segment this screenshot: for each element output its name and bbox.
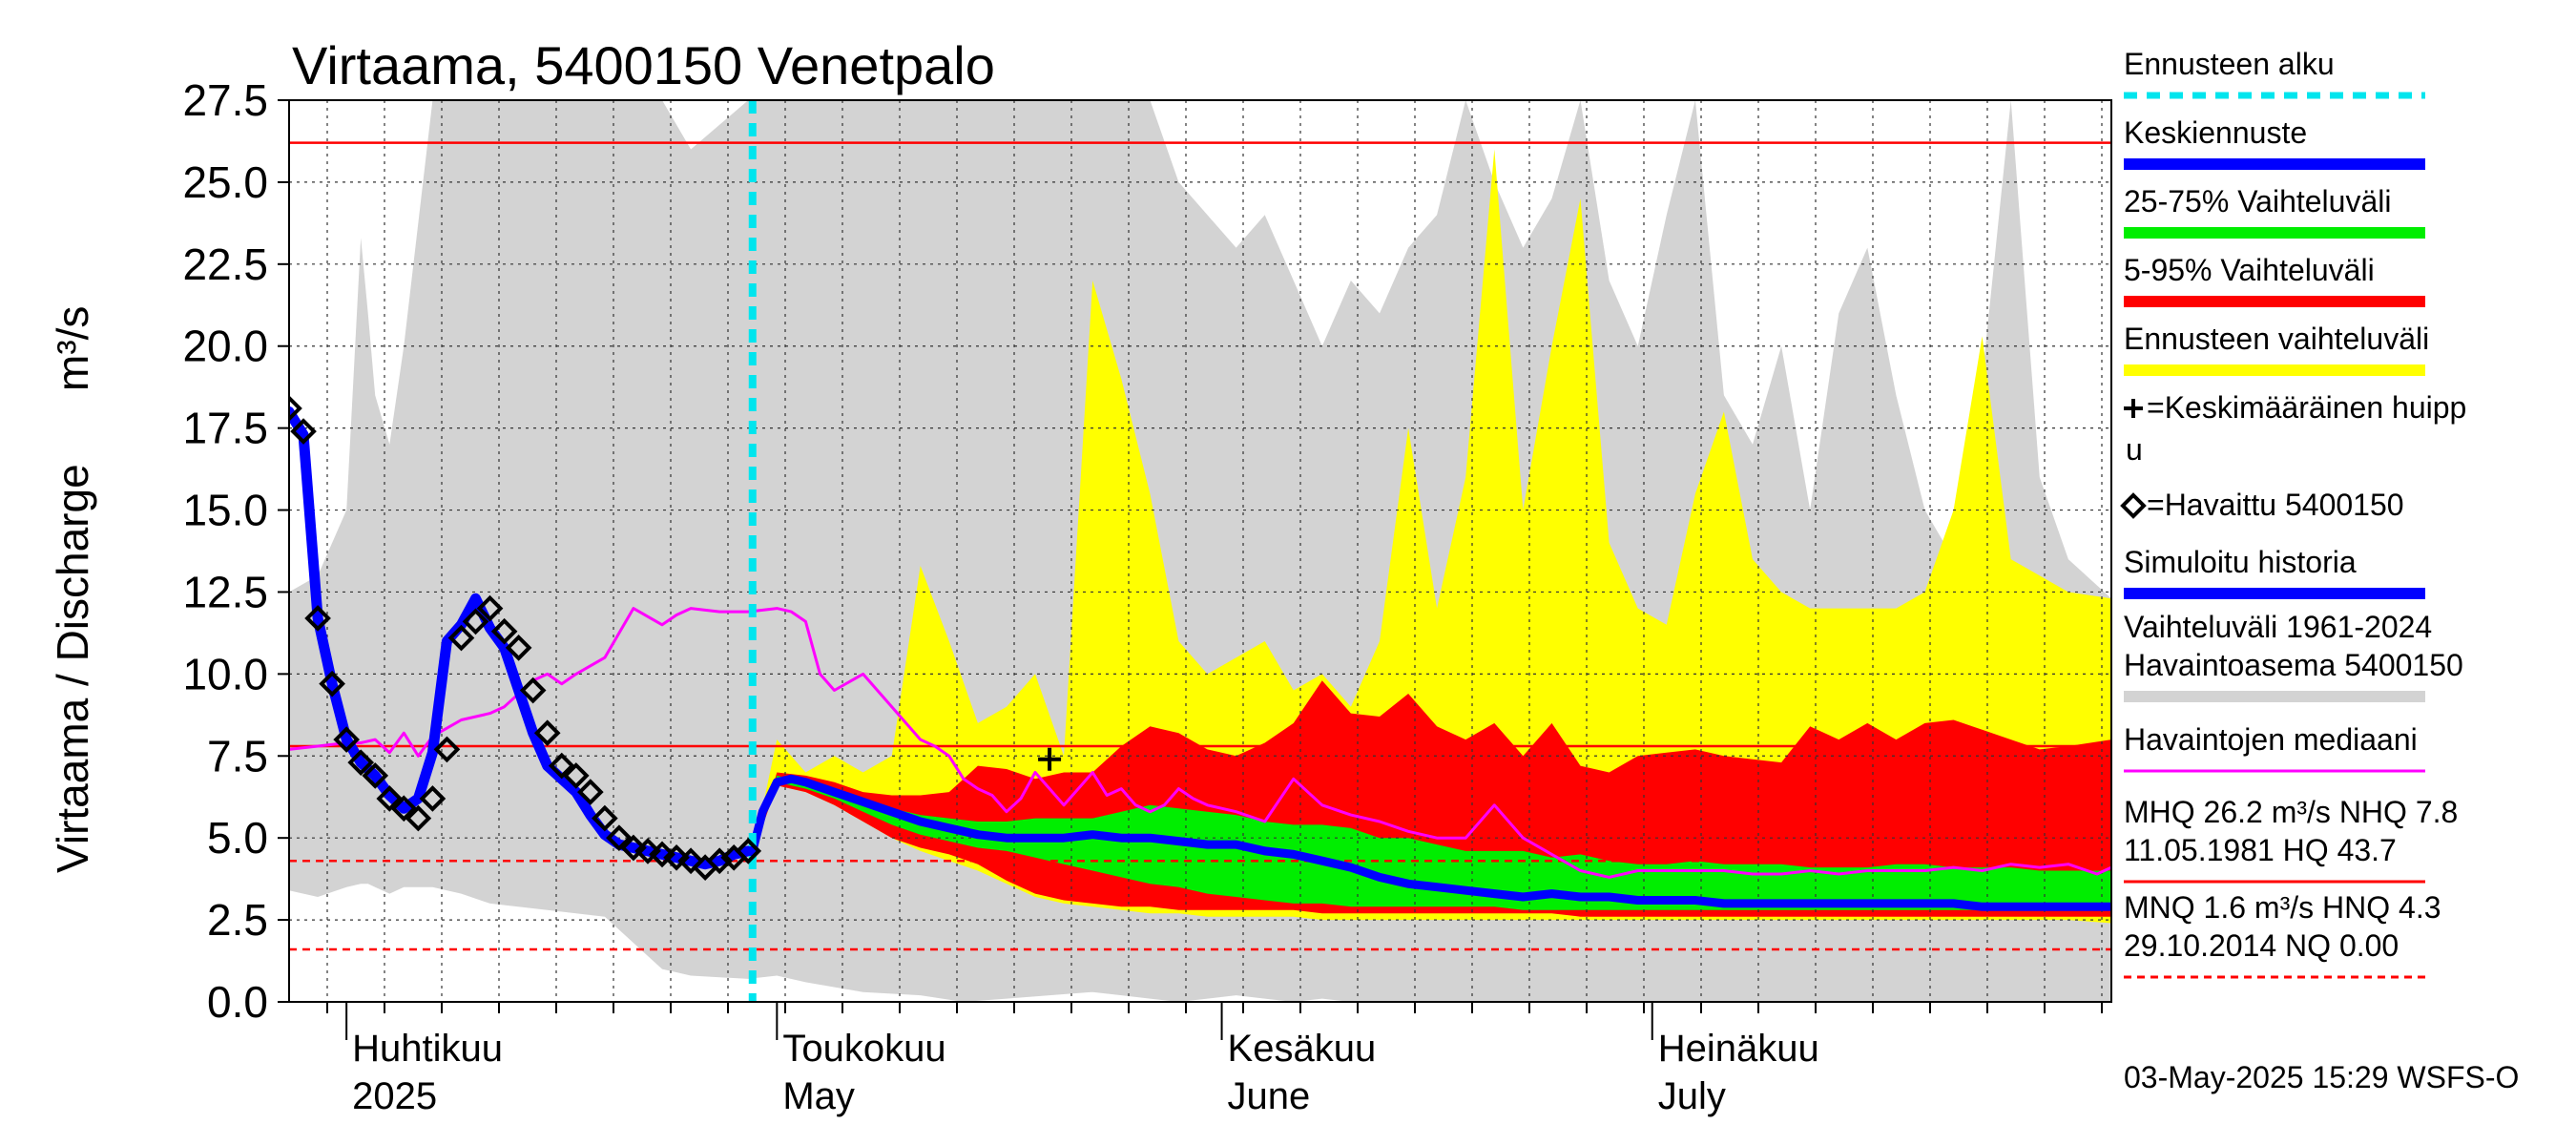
- observed-point: [519, 677, 547, 704]
- observed-point: [376, 785, 404, 812]
- month-label-en: July: [1658, 1075, 1726, 1117]
- legend-item: Simuloitu historia: [2124, 545, 2425, 599]
- band-25-75: [752, 775, 2111, 910]
- y-tick-label: 22.5: [182, 239, 268, 289]
- observed-point: [447, 624, 475, 652]
- observed-point: [319, 670, 345, 697]
- observed-point: [433, 736, 461, 763]
- y-tick-label: 12.5: [182, 567, 268, 616]
- legend-label: 25-75% Vaihteluväli: [2124, 184, 2391, 219]
- legend-label: Ennusteen vaihteluväli: [2124, 322, 2429, 356]
- legend-item: Ennusteen alku: [2124, 47, 2425, 99]
- legend-label-2: u: [2126, 432, 2143, 467]
- observed-point: [663, 843, 690, 871]
- month-label-fi: Heinäkuu: [1658, 1028, 1819, 1070]
- legend-plus-icon: [2124, 399, 2143, 418]
- legend-item: Ennusteen vaihteluväli: [2124, 322, 2429, 376]
- month-label-en: 2025: [352, 1075, 437, 1117]
- month-label-fi: Huhtikuu: [352, 1028, 503, 1070]
- y-tick-label: 25.0: [182, 157, 268, 207]
- observed-point: [362, 762, 389, 789]
- month-label-en: June: [1228, 1075, 1311, 1117]
- legend-item: =Havaittu 5400150: [2120, 488, 2404, 522]
- y-axis-label: Virtaama / Discharge: [48, 464, 97, 873]
- legend-item: Keskiennuste: [2124, 115, 2425, 170]
- observed-point: [576, 779, 604, 805]
- legend-label-2: Havaintoasema 5400150: [2124, 648, 2463, 682]
- legend-label: 5-95% Vaihteluväli: [2124, 253, 2375, 287]
- observed-point: [634, 838, 661, 864]
- observed-point: [706, 847, 734, 875]
- y-tick-label: 17.5: [182, 404, 268, 453]
- legend-item: Havaintojen mediaani: [2124, 722, 2425, 773]
- y-tick-label: 2.5: [207, 895, 268, 945]
- y-tick-label: 7.5: [207, 731, 268, 781]
- observed-point: [462, 608, 489, 635]
- y-tick-label: 15.0: [182, 486, 268, 535]
- median-line: [289, 607, 2111, 879]
- legend-item: MNQ 1.6 m³/s HNQ 4.329.10.2014 NQ 0.00: [2124, 890, 2441, 979]
- plot-frame: [288, 99, 2112, 1003]
- plot-clip-group: [289, 100, 2111, 1002]
- legend-label: MHQ 26.2 m³/s NHQ 7.8: [2124, 795, 2458, 829]
- plot-area: [289, 100, 2111, 1002]
- legend-label: MNQ 1.6 m³/s HNQ 4.3: [2124, 890, 2441, 925]
- observed-point: [289, 395, 302, 422]
- observed-point: [735, 838, 762, 864]
- forecast-range-band: [752, 149, 2111, 924]
- legend-item: 5-95% Vaihteluväli: [2124, 253, 2425, 307]
- legend-label: Havaintojen mediaani: [2124, 722, 2418, 757]
- legend-label: Ennusteen alku: [2124, 47, 2335, 81]
- timestamp-footer: 03-May-2025 15:29 WSFS-O: [2124, 1060, 2519, 1094]
- observed-point: [419, 785, 447, 812]
- legend-diamond-icon: [2120, 492, 2147, 519]
- observed-point: [505, 635, 532, 661]
- grid: [289, 100, 2111, 1002]
- mean-forecast-line: [748, 774, 2111, 911]
- observed-point: [390, 795, 418, 822]
- observed-point: [290, 418, 317, 445]
- y-tick-label: 5.0: [207, 813, 268, 863]
- observed-point: [490, 617, 518, 645]
- legend-label-2: 11.05.1981 HQ 43.7: [2124, 833, 2397, 867]
- observed-point: [405, 804, 432, 832]
- legend: Ennusteen alku Keskiennuste 25-75% Vaihtel…: [2120, 47, 2466, 979]
- chart-title: Virtaama, 5400150 Venetpalo: [292, 35, 995, 95]
- legend-label-2: 29.10.2014 NQ 0.00: [2124, 928, 2399, 963]
- month-label-en: May: [782, 1075, 855, 1117]
- observed-point: [592, 804, 618, 832]
- observed-point: [333, 726, 360, 753]
- y-tick-label: 10.0: [182, 649, 268, 698]
- y-axis-unit: m³/s: [48, 306, 97, 391]
- observed-point: [304, 605, 331, 632]
- observed-point: [606, 824, 633, 852]
- legend-label: Vaihteluväli 1961-2024: [2124, 610, 2432, 644]
- legend-label: =Havaittu 5400150: [2147, 488, 2404, 522]
- y-tick-label: 0.0: [207, 977, 268, 1027]
- month-label-fi: Toukokuu: [782, 1028, 945, 1070]
- observed-point: [548, 752, 575, 780]
- month-label-fi: Kesäkuu: [1228, 1028, 1377, 1070]
- legend-item: Vaihteluväli 1961-2024 Havaintoasema 540…: [2124, 610, 2463, 702]
- y-tick-label: 27.5: [182, 75, 268, 125]
- observed-point: [620, 834, 647, 862]
- legend-item: MHQ 26.2 m³/s NHQ 7.8 11.05.1981 HQ 43.7: [2124, 795, 2458, 884]
- legend-label: Simuloitu historia: [2124, 545, 2357, 579]
- observed-point: [677, 847, 704, 875]
- mean-peak-marker: [1038, 747, 1062, 771]
- legend-item: 25-75% Vaihteluväli: [2124, 184, 2425, 239]
- observed-point: [347, 749, 375, 776]
- observed-point: [533, 719, 561, 747]
- observed-point: [649, 841, 675, 868]
- legend-label: =Keskimääräinen huipp: [2147, 390, 2466, 425]
- axes: 0.0 2.5 5.0 7.5 10.0 12.5 15.0 17.5 20.0 22.5 25.0…: [182, 75, 2112, 1117]
- y-tick-label: 20.0: [182, 322, 268, 371]
- observed-point: [562, 762, 590, 789]
- legend-label: Keskiennuste: [2124, 115, 2307, 150]
- observed-point: [476, 594, 504, 622]
